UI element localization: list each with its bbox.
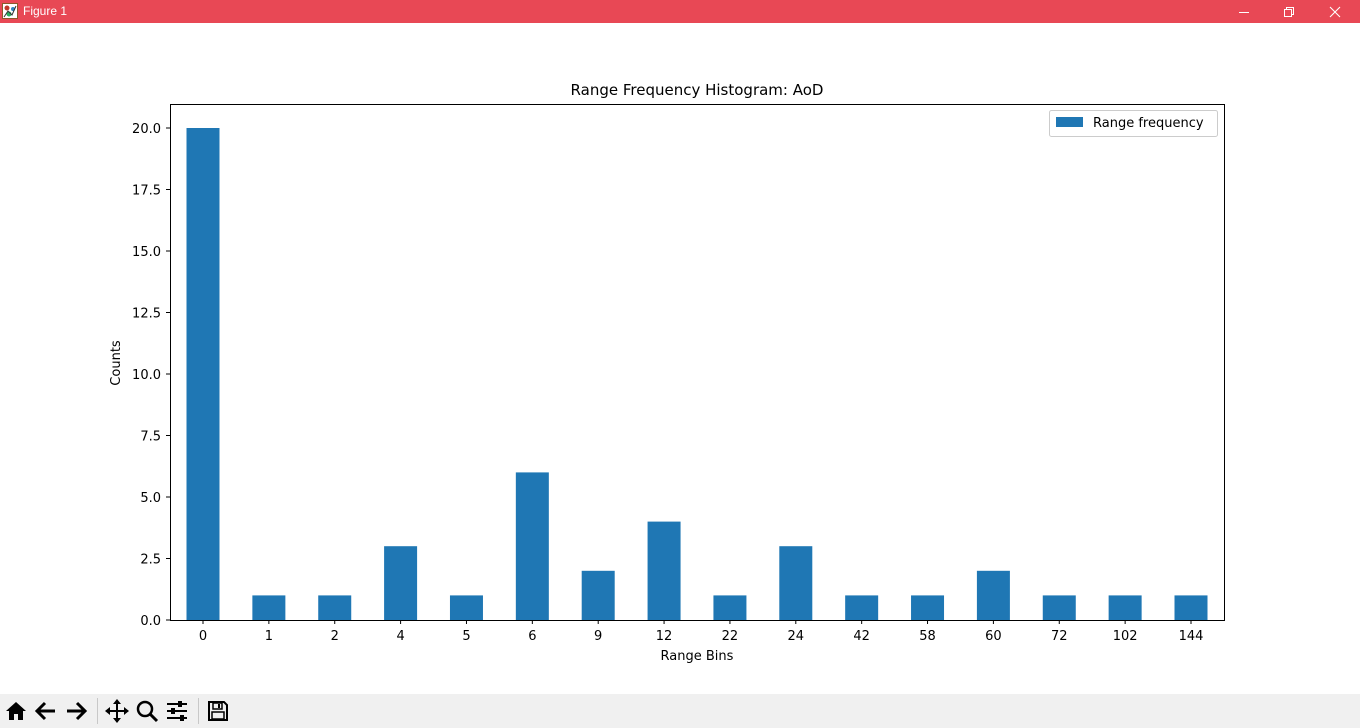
y-tick-label: 7.5 [140,430,161,445]
bar-102 [1108,595,1142,620]
x-tick-label: 22 [722,629,739,644]
y-tick-label: 5.0 [140,491,161,506]
x-tick-label: 0 [199,629,207,644]
x-tick-label: 24 [788,629,805,644]
minimize-icon [1239,11,1249,13]
bar-22 [713,595,747,620]
y-axis-label: Counts [109,340,124,386]
toolbar-separator [97,698,98,724]
x-tick-label: 58 [919,629,936,644]
y-tick-label: 0.0 [140,614,161,629]
bar-4 [384,546,418,620]
bar-0 [186,128,220,620]
forward-arrow-icon [67,701,88,721]
back-arrow-icon [34,701,55,721]
x-tick-label: 42 [853,629,870,644]
x-tick-label: 1 [265,629,273,644]
x-tick-label: 4 [396,629,404,644]
x-tick-label: 144 [1179,629,1204,644]
y-tick-label: 17.5 [132,184,161,199]
home-button[interactable] [2,696,30,726]
bar-24 [779,546,813,620]
x-tick-label: 5 [462,629,470,644]
y-tick-label: 15.0 [132,245,161,260]
x-axis-label: Range Bins [661,649,734,664]
toolbar-separator [198,698,199,724]
pan-button[interactable] [103,696,131,726]
save-icon [208,701,228,721]
bar-6 [515,472,549,620]
chart-title: Range Frequency Histogram: AoD [571,81,824,99]
figure-app-icon [2,3,18,19]
bar-60 [976,570,1010,620]
bar-chart: Range Frequency Histogram: AoD 0.0 2.5 5.0… [109,81,1225,664]
forward-button[interactable] [62,696,90,726]
bar-2 [318,595,352,620]
y-tick-label: 2.5 [140,553,161,568]
bar-58 [911,595,945,620]
y-tick-label: 20.0 [132,122,161,137]
restore-icon [1284,6,1294,17]
pan-icon [105,699,129,723]
x-tick-label: 2 [331,629,339,644]
y-tick-label: 12.5 [132,307,161,322]
minimize-button[interactable] [1221,0,1267,23]
x-tick-label: 60 [985,629,1002,644]
title-bar: Figure 1 [0,0,1360,23]
legend-label: Range frequency [1093,116,1204,131]
x-tick-label: 9 [594,629,602,644]
legend-swatch [1056,117,1083,127]
x-tick-label: 72 [1051,629,1068,644]
legend-frame [1049,110,1218,137]
close-icon [1329,6,1341,17]
bar-42 [845,595,879,620]
legend: Range frequency [1049,110,1218,137]
x-tick-label: 102 [1113,629,1138,644]
window-title: Figure 1 [23,4,68,18]
close-button[interactable] [1312,0,1358,23]
bar-5 [449,595,483,620]
zoom-icon [136,700,159,723]
y-tick-label: 10.0 [132,368,161,383]
x-tick-label: 6 [528,629,536,644]
navigation-toolbar [0,694,1360,728]
x-tick-label: 12 [656,629,673,644]
bar-72 [1042,595,1076,620]
restore-button[interactable] [1266,0,1312,23]
home-icon [6,702,26,720]
bar-9 [581,570,615,620]
configure-subplots-icon [167,701,187,721]
plot-area-frame [170,104,1225,621]
save-button[interactable] [204,696,232,726]
bar-12 [647,521,681,620]
bar-144 [1174,595,1208,620]
configure-subplots-button[interactable] [163,696,191,726]
bar-1 [252,595,286,620]
back-button[interactable] [32,696,60,726]
figure-canvas[interactable]: Range Frequency Histogram: AoD 0.0 2.5 5.0… [0,23,1360,694]
zoom-button[interactable] [133,696,161,726]
